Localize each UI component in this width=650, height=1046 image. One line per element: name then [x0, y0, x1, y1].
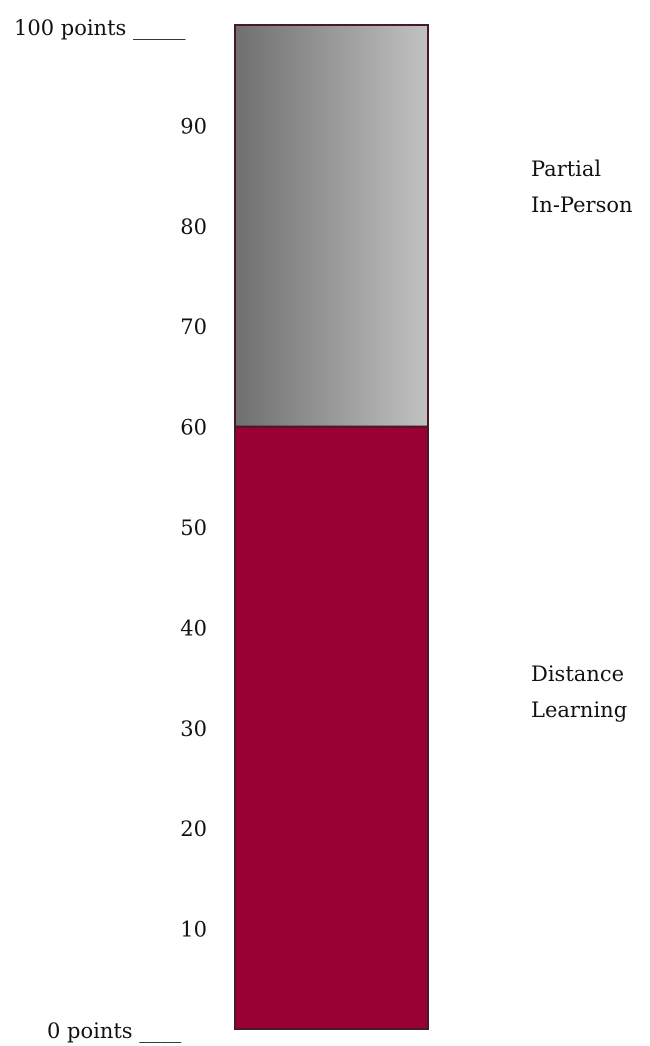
tick-label-40: 40: [180, 616, 207, 640]
tick-label-20: 20: [180, 817, 207, 841]
distance-learning-segment: [234, 425, 429, 1031]
partial-in-person-segment: [234, 24, 429, 428]
partial-in-person-label-line-1: Partial: [531, 157, 601, 181]
top-scale-label: 100 points _____: [14, 16, 186, 40]
tick-label-50: 50: [180, 516, 207, 540]
tick-label-70: 70: [180, 315, 207, 339]
tick-label-30: 30: [180, 717, 207, 741]
distance-learning-label-line-2: Learning: [531, 698, 627, 722]
tick-label-80: 80: [180, 215, 207, 239]
partial-in-person-label-line-2: In-Person: [531, 193, 633, 217]
tick-label-10: 10: [180, 918, 207, 942]
bottom-scale-label: 0 points ____: [47, 1019, 182, 1043]
distance-learning-label-line-1: Distance: [531, 662, 624, 686]
tick-label-60: 60: [180, 416, 207, 440]
partial-in-person-label: Partial In-Person: [531, 157, 633, 217]
tick-labels: 90 80 70 60 50 40 30 20 10: [180, 114, 207, 941]
tick-label-90: 90: [180, 114, 207, 138]
distance-learning-label: Distance Learning: [531, 662, 631, 722]
